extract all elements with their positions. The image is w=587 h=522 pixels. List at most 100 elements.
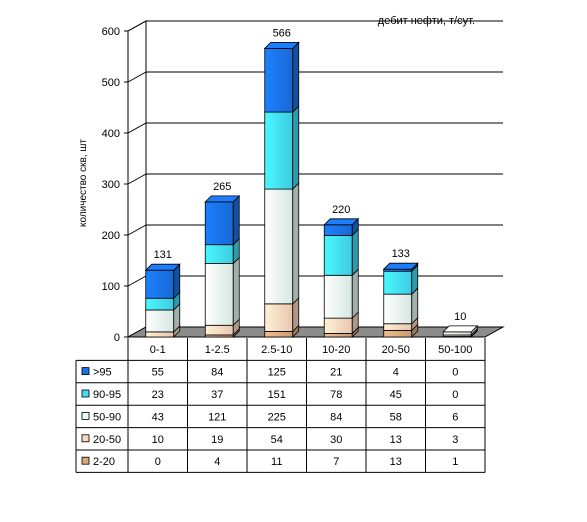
chart-walls (126, 20, 505, 338)
legend-swatch (81, 367, 90, 376)
bar-segment (383, 293, 413, 325)
bar-segment (204, 244, 234, 264)
gridlines (127, 20, 503, 287)
bar-segment (264, 188, 294, 305)
y-tick-label: 300 (102, 179, 120, 191)
bar-segment (323, 317, 353, 334)
chart-title: дебит нефти, т/сут. (378, 15, 475, 27)
bar-segment-side (232, 194, 240, 246)
gridline-diag (127, 173, 147, 185)
table-cell: 55 (152, 367, 164, 379)
bar-segment-side (292, 105, 300, 191)
bar-segment (383, 329, 413, 338)
x-tick-label: 50-100 (438, 344, 472, 356)
bar-segment (264, 111, 294, 190)
bar-segment (204, 263, 234, 326)
legend-label: >95 (93, 367, 112, 379)
table-cell: 4 (393, 367, 399, 379)
data-label: 265 (213, 181, 231, 193)
table-cell: 1 (452, 456, 458, 468)
x-tick-label: 10-20 (322, 344, 350, 356)
table-cell: 54 (271, 434, 283, 446)
bar-segment-side (351, 228, 359, 277)
y-tick-label: 500 (102, 77, 120, 89)
legend-label: 2-20 (93, 456, 115, 468)
bar-segment-side (351, 268, 359, 320)
table-cell: 7 (333, 456, 339, 468)
y-tick-label: 400 (102, 128, 120, 140)
table-cell: 0 (155, 456, 161, 468)
table-cell: 45 (390, 389, 402, 401)
bar-segment (145, 309, 175, 333)
legend-swatch (81, 389, 90, 398)
table-cell: 6 (452, 411, 458, 423)
data-label: 133 (392, 248, 410, 260)
x-tick-label: 20-50 (382, 344, 410, 356)
y-tick-label: 0 (114, 332, 120, 344)
legend-label: 90-95 (93, 389, 121, 401)
table-cell: 19 (211, 434, 223, 446)
table-cell: 37 (211, 389, 223, 401)
table-cell: 13 (390, 456, 402, 468)
table-cell: 84 (330, 411, 342, 423)
bar-segment (383, 323, 413, 331)
bar-segment (264, 303, 294, 332)
bar-segment (323, 333, 353, 338)
bar-segment (145, 331, 175, 338)
bar-segment-side (292, 182, 300, 305)
bar-segment (323, 274, 353, 319)
table-cell: 0 (452, 389, 458, 401)
table-cell: 3 (452, 434, 458, 446)
table-cell: 78 (330, 389, 342, 401)
table-cell: 30 (330, 434, 342, 446)
x-tick-label: 0-1 (150, 344, 166, 356)
bar-top (144, 263, 181, 271)
bar-segment (323, 235, 353, 276)
table-cell: 23 (152, 389, 164, 401)
gridline-diag (127, 71, 147, 83)
legend-label: 20-50 (93, 434, 121, 446)
bar-top (323, 218, 360, 226)
y-axis: 0 100 200 300 400 500 600 (102, 26, 128, 344)
bar-stack-0-1 (144, 263, 181, 338)
table-cell: 11 (271, 456, 282, 468)
y-tick-label: 100 (102, 281, 120, 293)
table-cell: 0 (452, 367, 458, 379)
x-tick-label: 2.5-10 (261, 344, 292, 356)
table-cell: 21 (330, 367, 342, 379)
legend-swatch (81, 411, 90, 420)
gridline-diag (127, 122, 147, 134)
bar-top (442, 325, 479, 333)
bar-segment (204, 201, 234, 246)
bar-stack-20-50 (382, 262, 419, 338)
y-tick-label: 600 (102, 26, 120, 38)
table-cell: 4 (214, 456, 220, 468)
data-label: 220 (332, 204, 350, 216)
bar-stack-10-20 (323, 217, 360, 338)
bar-stack-2.5-10 (263, 41, 300, 338)
table-cell: 151 (268, 389, 286, 401)
bar-segment-side (292, 41, 300, 114)
bar-top (382, 262, 419, 270)
bar-segment (264, 47, 294, 113)
table-cell: 58 (390, 411, 402, 423)
bar-stack-1-2.5 (204, 194, 241, 338)
data-table: 0-1 1-2.5 2.5-10 10-20 20-50 50-100 >95 55 84 125… (75, 338, 486, 473)
bar-segment (264, 330, 294, 338)
bar-segment (383, 270, 413, 295)
bar-segment (442, 331, 472, 336)
bars (144, 41, 479, 338)
data-labels: 131 265 566 220 133 10 (154, 27, 467, 323)
table-cell: 121 (208, 411, 226, 423)
bar-segment (204, 324, 234, 336)
y-axis-label: количество скв, шт (78, 139, 89, 227)
bar-segment (145, 269, 175, 299)
data-label: 566 (273, 27, 291, 39)
x-tick-label: 1-2.5 (205, 344, 230, 356)
table-cell: 43 (152, 411, 164, 423)
table-cell: 225 (268, 411, 286, 423)
table-cell: 10 (152, 434, 164, 446)
bar-segment (145, 297, 175, 311)
